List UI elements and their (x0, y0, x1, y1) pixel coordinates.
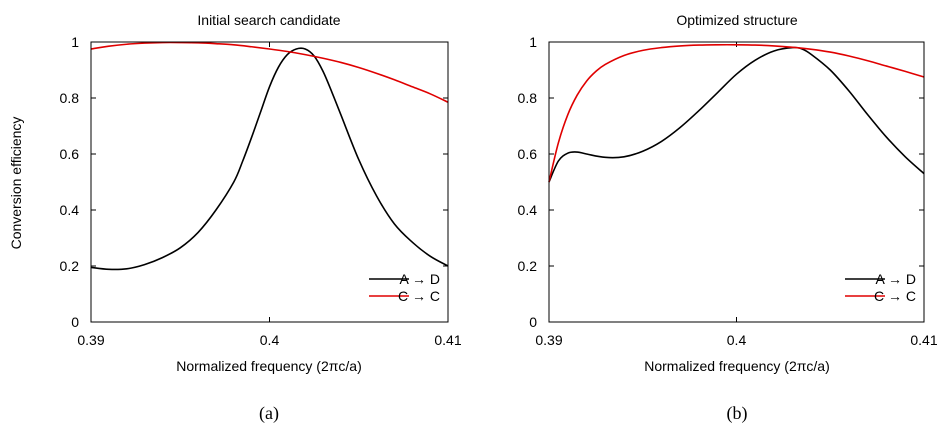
panel-a-caption: (a) (259, 403, 279, 424)
y-axis-label: Conversion efficiency (8, 117, 24, 250)
panel-a-legend-label: C → C (398, 288, 440, 304)
panel-a-x-tick-label: 0.4 (260, 332, 280, 348)
panel-a-title: Initial search candidate (197, 12, 340, 28)
panel-b-legend-label: A → D (876, 271, 916, 287)
panel-b-x-tick-label: 0.39 (535, 332, 562, 348)
panel-a: Initial search candidate 0 0.2 0.4 0.6 0.8 1 0… (60, 12, 462, 424)
panel-b: Optimized structure 0 0.2 0.4 0.6 0.8 1 0.39 0.… (518, 12, 938, 424)
panel-a-x-axis-label: Normalized frequency (2πc/a) (176, 358, 362, 374)
panel-b-legend-label: C → C (874, 288, 916, 304)
panel-b-x-axis-label: Normalized frequency (2πc/a) (644, 358, 830, 374)
panel-b-y-tick-label: 0.8 (518, 90, 538, 106)
panel-b-y-tick-label: 0.4 (518, 202, 538, 218)
panel-b-y-tick-label: 0.6 (518, 146, 538, 162)
panel-a-plot-frame (90, 41, 449, 323)
panel-a-series-1-line (90, 41, 449, 103)
panel-b-x-tick-label: 0.41 (910, 332, 937, 348)
panel-b-title: Optimized structure (676, 12, 798, 28)
panel-a-y-tick-label: 0 (71, 314, 79, 330)
panel-a-y-tick-label: 0.8 (60, 90, 80, 106)
panel-a-x-tick-label: 0.39 (77, 332, 104, 348)
panel-b-plot-frame (548, 41, 925, 323)
panel-a-y-tick-label: 0.4 (60, 202, 80, 218)
panel-a-y-tick-label: 0.6 (60, 146, 80, 162)
panel-b-x-tick-label: 0.4 (727, 332, 747, 348)
panel-a-series-0-line (90, 47, 449, 271)
panel-b-series-1-line (548, 43, 925, 183)
panel-a-y-tick-label: 0.2 (60, 258, 80, 274)
panel-b-series-0-line (548, 46, 925, 183)
panel-b-caption: (b) (727, 403, 748, 424)
panel-b-y-tick-label: 1 (529, 34, 537, 50)
panel-a-x-tick-label: 0.41 (434, 332, 461, 348)
panel-a-y-tick-label: 1 (71, 34, 79, 50)
panel-b-y-tick-label: 0 (529, 314, 537, 330)
panel-b-y-tick-label: 0.2 (518, 258, 538, 274)
panel-a-legend-label: A → D (400, 271, 440, 287)
